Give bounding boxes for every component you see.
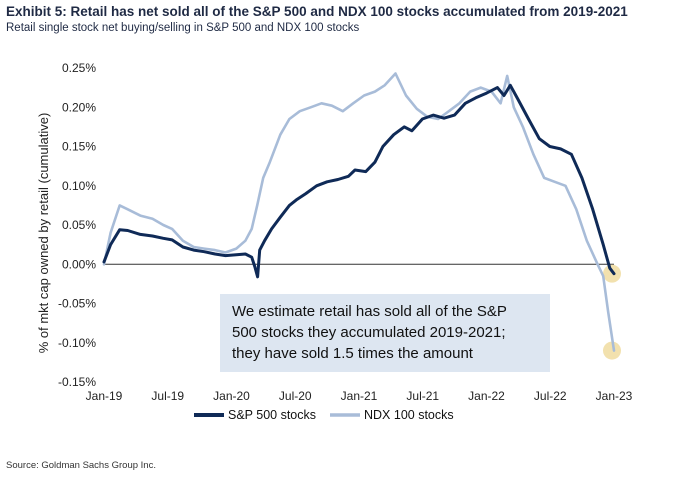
x-axis-tick-labels: Jan-19 Jul-19 Jan-20 Jul-20 Jan-21 Jul-21 Jan-… — [86, 389, 633, 403]
highlight-circle — [603, 264, 621, 283]
x-tick-label: Jul-21 — [406, 389, 439, 403]
y-tick-label: 0.10% — [62, 179, 96, 193]
legend-label-ndx100: NDX 100 stocks — [364, 408, 454, 422]
y-tick-label: -0.10% — [58, 336, 96, 350]
x-tick-label: Jul-20 — [279, 389, 312, 403]
annotation-text-line: they have sold 1.5 times the amount — [232, 345, 474, 362]
annotation-background — [220, 294, 550, 372]
x-tick-label: Jan-20 — [213, 389, 250, 403]
y-tick-label: 0.05% — [62, 218, 96, 232]
x-tick-label: Jul-19 — [151, 389, 184, 403]
chart-title: Exhibit 5: Retail has net sold all of th… — [6, 4, 628, 19]
y-tick-label: 0.00% — [62, 257, 96, 271]
source-note: Source: Goldman Sachs Group Inc. — [6, 460, 156, 471]
y-tick-label: 0.15% — [62, 140, 96, 154]
y-tick-label: 0.25% — [62, 61, 96, 75]
y-axis-tick-labels: 0.25% 0.20% 0.15% 0.10% 0.05% 0.00% -0.05% -0.1… — [58, 61, 96, 389]
annotation-text-line: 500 stocks they accumulated 2019-2021; — [232, 324, 506, 341]
x-tick-label: Jan-19 — [86, 389, 123, 403]
highlight-circle — [603, 341, 621, 360]
chart-subtitle: Retail single stock net buying/selling i… — [6, 22, 360, 34]
series-line-sp500 — [102, 83, 616, 279]
y-tick-label: 0.20% — [62, 100, 96, 114]
y-axis-label: % of mkt cap owned by retail (cumulative… — [36, 113, 51, 354]
series-line-ndx100 — [102, 72, 616, 352]
x-tick-label: Jan-22 — [468, 389, 505, 403]
annotation-box: We estimate retail has sold all of the S… — [220, 294, 550, 372]
highlight-markers — [603, 264, 621, 360]
x-tick-label: Jul-22 — [534, 389, 567, 403]
x-tick-label: Jan-21 — [341, 389, 378, 403]
x-tick-label: Jan-23 — [596, 389, 633, 403]
annotation-text-line: We estimate retail has sold all of the S… — [232, 303, 507, 320]
y-tick-label: -0.05% — [58, 297, 96, 311]
series-lines — [102, 72, 616, 352]
y-tick-label: -0.15% — [58, 375, 96, 389]
legend: S&P 500 stocks NDX 100 stocks — [194, 408, 454, 422]
legend-label-sp500: S&P 500 stocks — [228, 408, 316, 422]
